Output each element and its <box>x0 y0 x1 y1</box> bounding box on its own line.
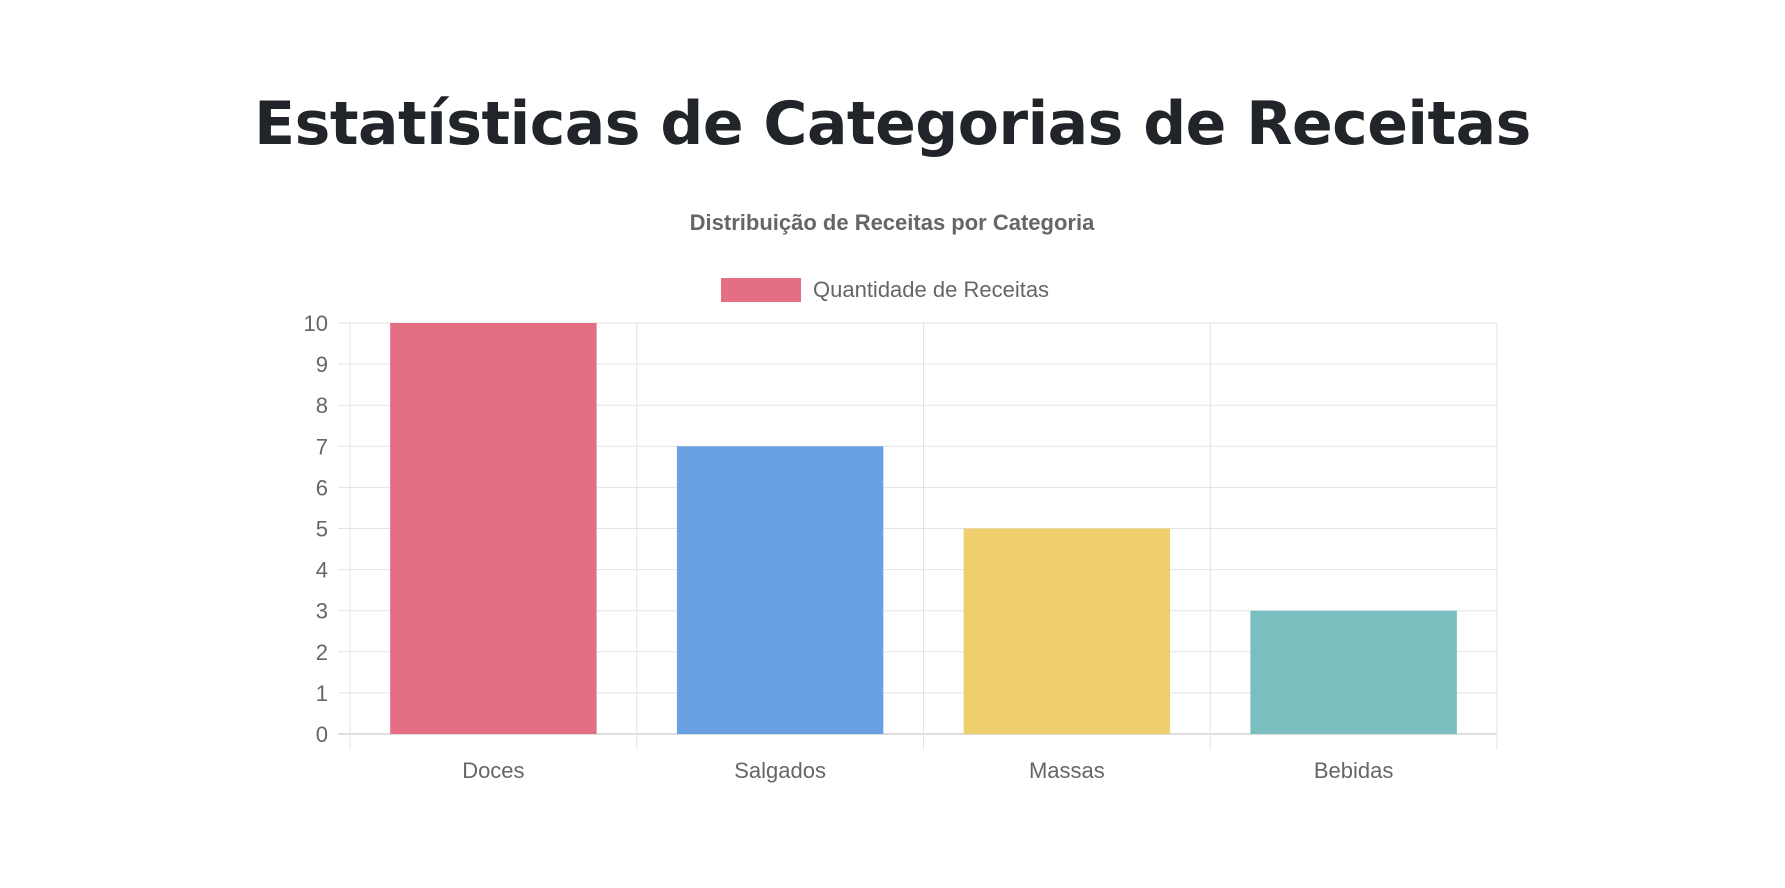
legend[interactable]: Quantidade de Receitas <box>721 277 1049 302</box>
y-tick-label: 6 <box>316 475 328 500</box>
y-tick-label: 8 <box>316 393 328 418</box>
y-tick-label: 2 <box>316 640 328 665</box>
y-tick-label: 10 <box>304 311 328 336</box>
y-axis-ticks: 0 1 2 3 4 5 6 7 8 9 10 <box>304 311 328 747</box>
y-tick-label: 4 <box>316 558 328 583</box>
x-tick-label: Bebidas <box>1314 758 1394 783</box>
x-tick-label: Massas <box>1029 758 1105 783</box>
legend-swatch <box>721 278 801 302</box>
x-tick-label: Doces <box>462 758 524 783</box>
bar-bebidas[interactable] <box>1250 610 1457 734</box>
legend-label: Quantidade de Receitas <box>813 277 1049 302</box>
y-tick-label: 5 <box>316 517 328 542</box>
page-title: Estatísticas de Categorias de Receitas <box>254 89 1531 159</box>
bar-doces[interactable] <box>390 323 597 734</box>
y-tick-label: 3 <box>316 599 328 624</box>
y-tick-label: 1 <box>316 681 328 706</box>
x-tick-label: Salgados <box>734 758 826 783</box>
bars <box>390 323 1457 734</box>
y-tick-label: 7 <box>316 434 328 459</box>
x-axis-ticks: Doces Salgados Massas Bebidas <box>462 758 1393 783</box>
bar-massas[interactable] <box>963 528 1171 735</box>
y-tick-label: 0 <box>316 722 328 747</box>
bar-salgados[interactable] <box>676 446 884 734</box>
y-tick-label: 9 <box>316 352 328 377</box>
chart-title: Distribuição de Receitas por Categoria <box>690 210 1095 235</box>
